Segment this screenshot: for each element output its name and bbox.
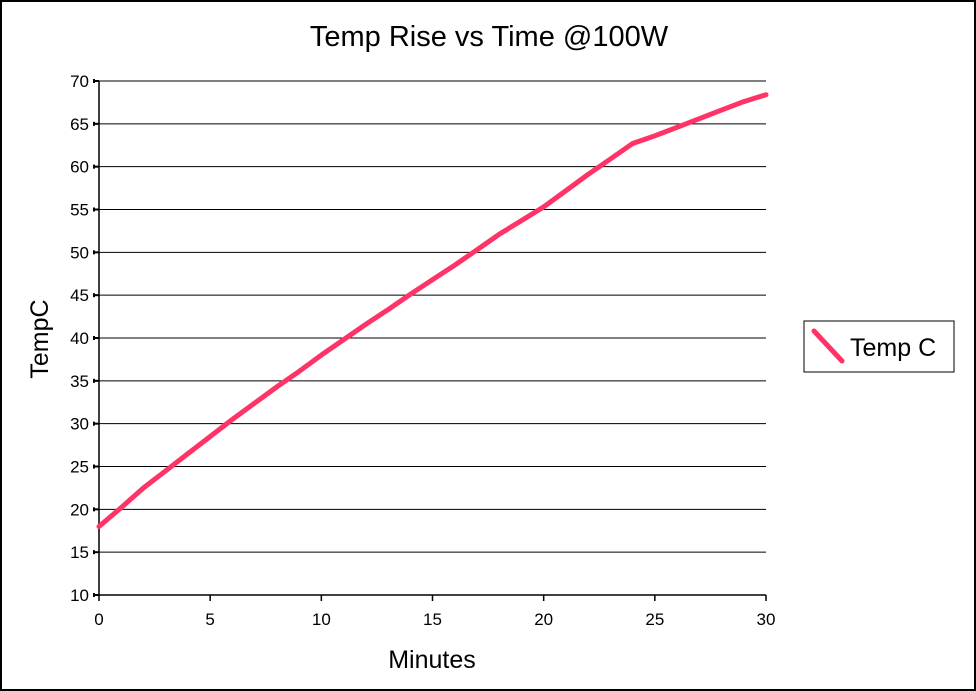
y-tick-label: 65: [70, 115, 89, 134]
x-tick-label: 25: [645, 610, 664, 629]
y-tick-label: 10: [70, 586, 89, 605]
y-tick-cap: [93, 593, 95, 597]
legend-label: Temp C: [850, 334, 936, 362]
x-tick-label: 15: [423, 610, 442, 629]
chart-title: Temp Rise vs Time @100W: [310, 21, 669, 53]
y-axis-title: TempC: [26, 299, 54, 378]
y-tick-cap: [93, 507, 95, 512]
x-tick-label: 0: [94, 610, 103, 629]
y-tick-label: 35: [70, 372, 89, 391]
y-tick-cap: [93, 207, 95, 212]
y-tick-label: 55: [70, 201, 89, 220]
y-tick-cap: [93, 250, 95, 255]
y-tick-cap: [93, 293, 95, 298]
x-tick-label: 30: [757, 610, 776, 629]
y-tick-cap: [93, 79, 95, 83]
y-tick-cap: [93, 164, 95, 169]
y-tick-label: 15: [70, 543, 89, 562]
y-tick-label: 30: [70, 415, 89, 434]
x-tick-label: 10: [312, 610, 331, 629]
y-tick-cap: [93, 464, 95, 469]
legend-swatch: [811, 328, 845, 364]
y-tick-cap: [93, 378, 95, 383]
x-tick-label: 5: [205, 610, 214, 629]
x-axis-title: Minutes: [388, 646, 476, 674]
y-tick-label: 20: [70, 500, 89, 519]
y-tick-cap: [93, 121, 95, 126]
y-tick-cap: [93, 421, 95, 426]
axes: 10 15 20 25 30 35 40 45 50 55 60 65 70 0 5 10 15 20 25 30: [70, 72, 775, 629]
y-tick-label: 45: [70, 286, 89, 305]
y-tick-cap: [93, 336, 95, 340]
y-tick-label: 40: [70, 329, 89, 348]
gridlines: [99, 80, 766, 553]
y-tick-label: 50: [70, 243, 89, 262]
series-lines: [96, 92, 769, 529]
y-tick-cap: [93, 550, 95, 555]
legend: Temp C: [803, 320, 955, 373]
y-tick-label: 25: [70, 458, 89, 477]
y-tick-label: 60: [70, 158, 89, 177]
x-tick-label: 20: [534, 610, 553, 629]
y-tick-label: 70: [70, 72, 89, 91]
series-line-temp-c: [96, 92, 769, 529]
